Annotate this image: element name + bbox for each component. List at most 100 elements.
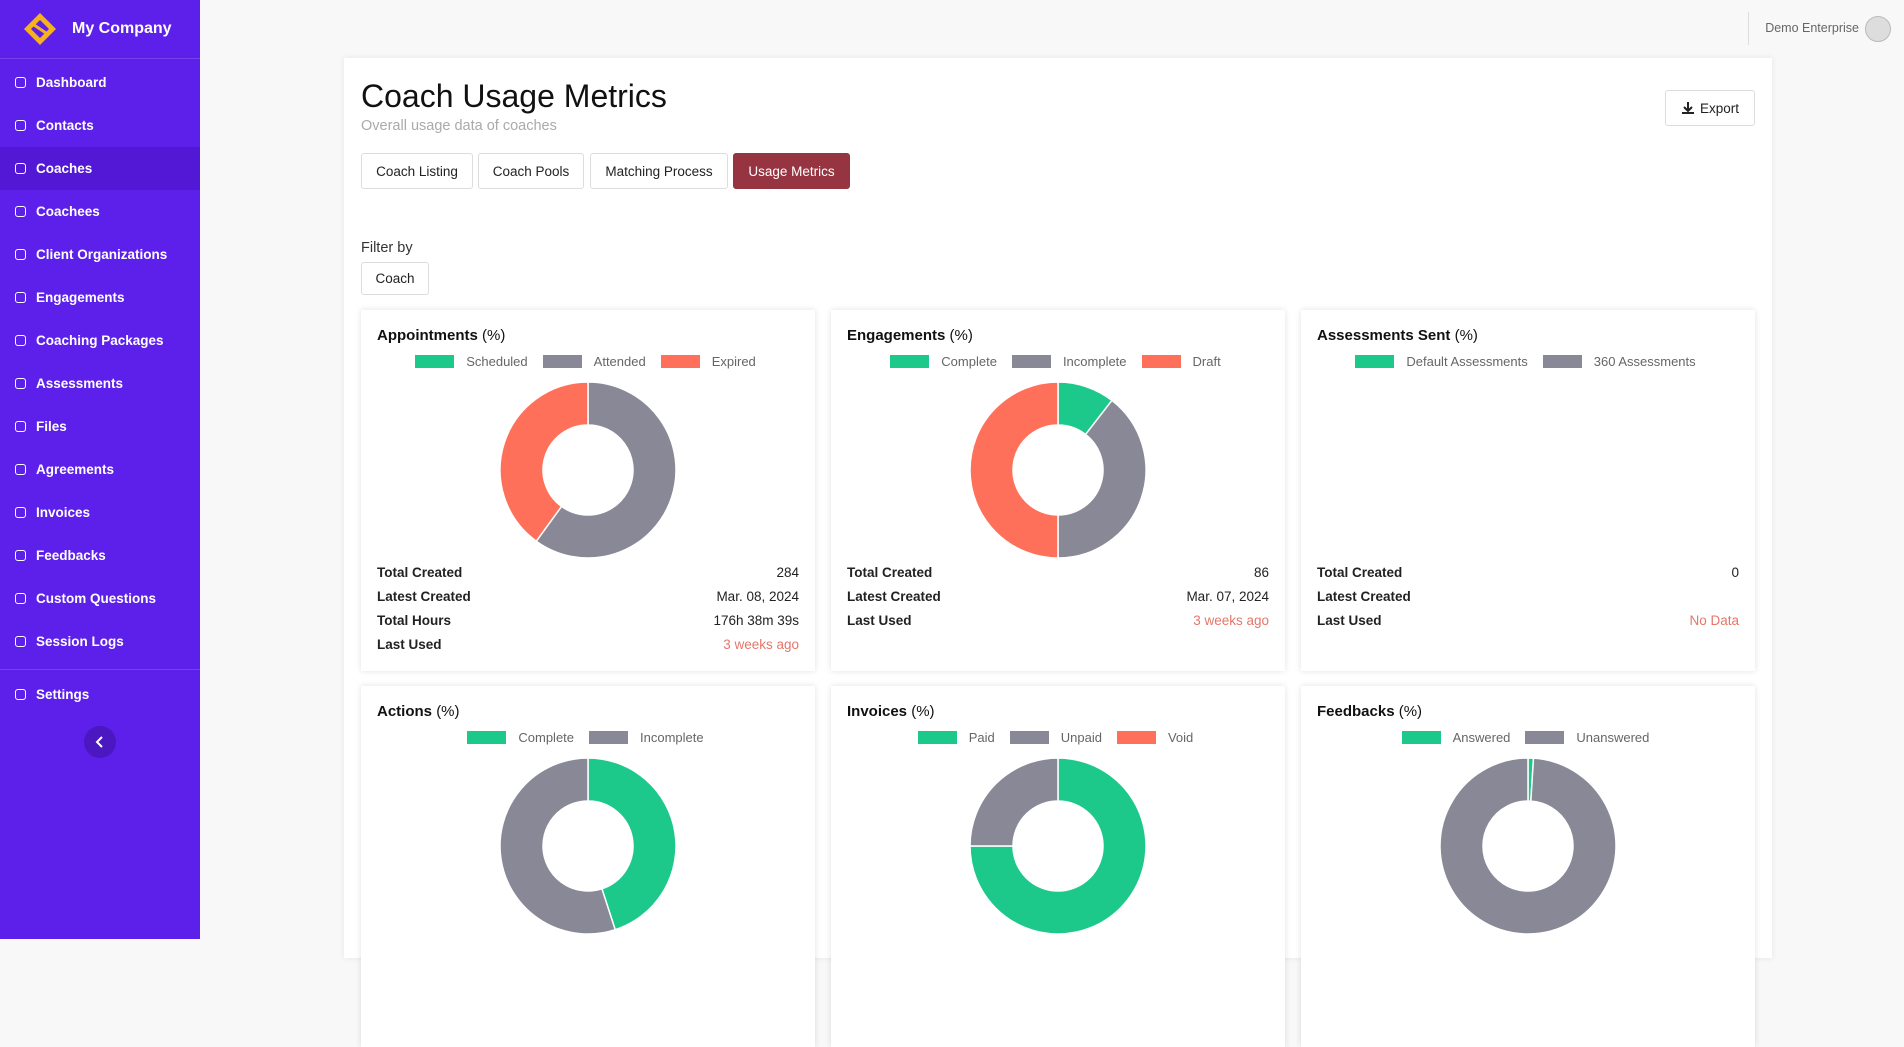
nav-label: Coaches xyxy=(36,161,93,176)
stat-row: Total Created 284 xyxy=(377,560,799,584)
nav-item[interactable]: Contacts xyxy=(0,104,200,147)
stat-row: Latest Created Mar. 08, 2024 xyxy=(377,584,799,608)
legend-item[interactable]: Void xyxy=(1116,730,1198,745)
nav-item[interactable]: Session Logs xyxy=(0,620,200,663)
legend-swatch xyxy=(1009,731,1049,744)
legend-swatch xyxy=(1542,355,1582,368)
nav-icon xyxy=(15,335,26,346)
panel-title-unit: (%) xyxy=(1454,327,1478,344)
legend-item[interactable]: Unpaid xyxy=(1009,730,1107,745)
stat-label: Total Created xyxy=(377,564,463,580)
filter-label: Filter by xyxy=(361,240,413,256)
legend-item[interactable]: Answered xyxy=(1401,730,1516,745)
panel: Assessments Sent (%) Default Assessments 3… xyxy=(1301,310,1755,671)
page-subtitle: Overall usage data of coaches xyxy=(361,118,557,134)
nav-icon xyxy=(15,507,26,518)
panel-title-unit: (%) xyxy=(436,703,460,720)
legend-swatch xyxy=(1401,731,1441,744)
collapse-button[interactable] xyxy=(84,726,116,758)
nav-icon xyxy=(15,77,26,88)
tab[interactable]: Matching Process xyxy=(590,153,728,189)
filter-button[interactable]: Coach xyxy=(361,262,429,295)
nav-icon xyxy=(15,292,26,303)
nav-item[interactable]: Invoices xyxy=(0,491,200,534)
legend-item[interactable]: Paid xyxy=(917,730,1000,745)
logo xyxy=(24,13,56,45)
legend-label: Incomplete xyxy=(1062,354,1127,369)
panel-title: Appointments (%) xyxy=(377,327,505,344)
legend-label: Attended xyxy=(593,354,646,369)
legend-swatch xyxy=(1011,355,1051,368)
nav-label: Engagements xyxy=(36,290,125,305)
nav-item[interactable]: Feedbacks xyxy=(0,534,200,577)
nav-item[interactable]: Custom Questions xyxy=(0,577,200,620)
legend-item[interactable]: Incomplete xyxy=(589,730,709,745)
legend-item[interactable]: 360 Assessments xyxy=(1542,354,1701,369)
brand[interactable]: My Company xyxy=(0,0,200,59)
nav-label: Coaching Packages xyxy=(36,333,164,348)
nav-icon xyxy=(15,636,26,647)
nav-item[interactable]: Engagements xyxy=(0,276,200,319)
legend-item[interactable]: Default Assessments xyxy=(1355,354,1532,369)
legend-item[interactable]: Draft xyxy=(1141,354,1226,369)
legend-label: Unpaid xyxy=(1060,730,1102,745)
nav-label: Files xyxy=(36,419,67,434)
stat-label: Latest Created xyxy=(377,588,471,604)
legend-item[interactable]: Scheduled xyxy=(415,354,532,369)
legend-item[interactable]: Expired xyxy=(660,354,761,369)
legend-item[interactable]: Unanswered xyxy=(1525,730,1654,745)
nav-item[interactable]: Files xyxy=(0,405,200,448)
legend-swatch xyxy=(890,355,930,368)
stat-label: Total Created xyxy=(1317,564,1403,580)
nav-item[interactable]: Assessments xyxy=(0,362,200,405)
nav-icon xyxy=(15,249,26,260)
legend-label: Complete xyxy=(941,354,997,369)
donut-chart xyxy=(499,381,677,559)
export-label: Export xyxy=(1699,100,1740,116)
panel-title-unit: (%) xyxy=(911,703,935,720)
panel-title: Invoices (%) xyxy=(847,703,935,720)
avatar[interactable] xyxy=(1865,16,1891,42)
donut-chart xyxy=(1439,757,1617,935)
nav-icon xyxy=(15,120,26,131)
legend-swatch xyxy=(1141,355,1181,368)
donut-segment xyxy=(1439,757,1617,935)
stat-value: Mar. 08, 2024 xyxy=(716,588,799,604)
nav-icon xyxy=(15,206,26,217)
panel-title: Feedbacks (%) xyxy=(1317,703,1422,720)
legend-swatch xyxy=(1355,355,1395,368)
legend-item[interactable]: Attended xyxy=(542,354,651,369)
nav-item[interactable]: Settings xyxy=(0,673,200,716)
legend-label: Incomplete xyxy=(640,730,704,745)
legend-item[interactable]: Incomplete xyxy=(1011,354,1132,369)
nav-item[interactable]: Client Organizations xyxy=(0,233,200,276)
nav-label: Contacts xyxy=(36,118,94,133)
nav-item[interactable]: Coaches xyxy=(0,147,200,190)
nav-item[interactable]: Dashboard xyxy=(0,61,200,104)
nav-icon xyxy=(15,464,26,475)
panel: Actions (%) Complete Incomplete xyxy=(361,686,815,1047)
nav-item[interactable]: Coaching Packages xyxy=(0,319,200,362)
stat-value: 3 weeks ago xyxy=(723,636,799,652)
panel-title-text: Engagements xyxy=(847,327,946,344)
user-name[interactable]: Demo Enterprise xyxy=(1765,21,1859,35)
nav-label: Settings xyxy=(36,687,90,702)
panel: Engagements (%) Complete Incomplete Draft To… xyxy=(831,310,1285,671)
nav-label: Session Logs xyxy=(36,634,124,649)
stat-label: Latest Created xyxy=(1317,588,1411,604)
legend-item[interactable]: Complete xyxy=(890,354,1002,369)
panel-title-text: Actions xyxy=(377,703,433,720)
nav-item[interactable]: Agreements xyxy=(0,448,200,491)
export-button[interactable]: Export xyxy=(1665,90,1755,126)
legend: Answered Unanswered xyxy=(1301,730,1755,745)
stat-row: Last Used 3 weeks ago xyxy=(847,608,1269,632)
tab[interactable]: Coach Listing xyxy=(361,153,473,189)
legend-swatch xyxy=(1525,731,1565,744)
nav-item[interactable]: Coachees xyxy=(0,190,200,233)
legend-label: Default Assessments xyxy=(1406,354,1528,369)
topbar: Demo Enterprise xyxy=(200,0,1904,58)
tab[interactable]: Coach Pools xyxy=(478,153,584,189)
legend-item[interactable]: Complete xyxy=(467,730,579,745)
donut-segment xyxy=(969,757,1147,935)
tab[interactable]: Usage Metrics xyxy=(733,153,850,189)
